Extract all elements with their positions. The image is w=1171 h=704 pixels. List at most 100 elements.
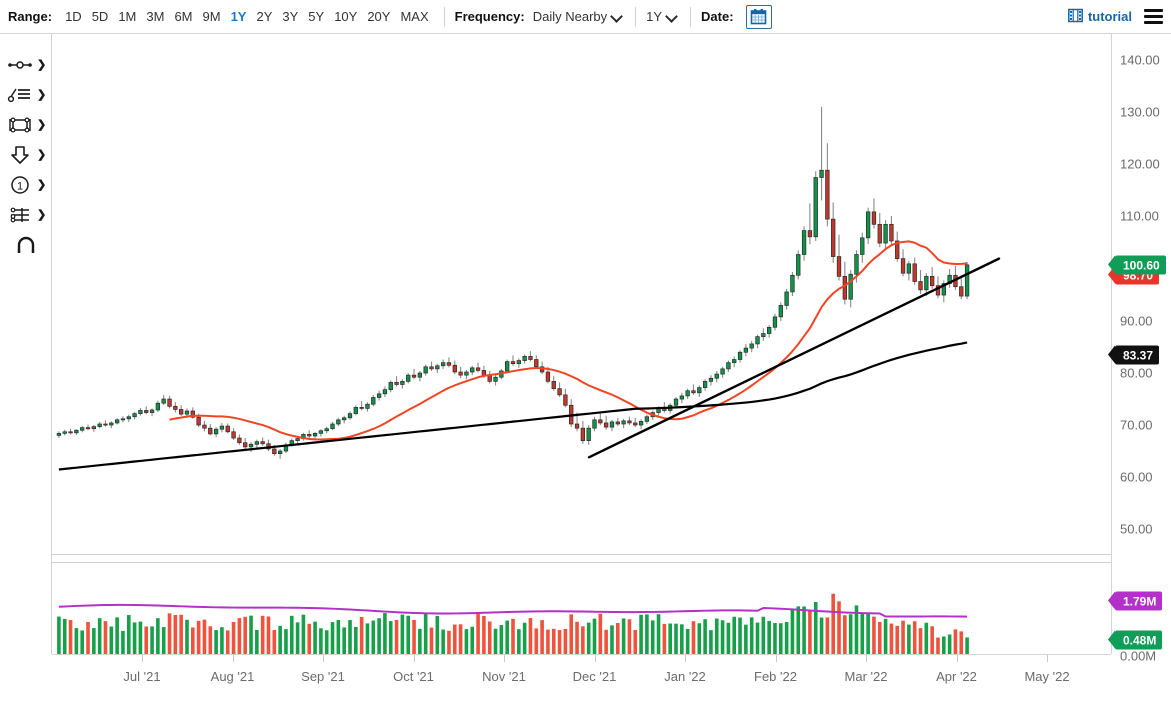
trendline-flyout-chevron-icon[interactable]: ❯ bbox=[37, 58, 47, 71]
date-tick: May '22 bbox=[1024, 669, 1070, 684]
date-gridline bbox=[413, 655, 415, 662]
range-button-9m[interactable]: 9M bbox=[198, 8, 226, 25]
date-label: Date: bbox=[701, 9, 734, 24]
date-gridline bbox=[323, 655, 324, 662]
toolbar-divider-1 bbox=[443, 6, 445, 27]
calendar-icon[interactable] bbox=[745, 4, 772, 29]
price-tick: 140.00 bbox=[1120, 52, 1160, 68]
chart-toolbar: Range: 1D 5D 1M 3M 6M 9M 1Y 2Y 3Y 5Y 10Y 20Y MAX Fre… bbox=[0, 0, 1171, 34]
date-gridline bbox=[775, 655, 777, 662]
label-tool[interactable]: 1 ❯ bbox=[0, 170, 51, 200]
down-arrow-icon bbox=[6, 144, 34, 166]
range-button-max[interactable]: MAX bbox=[395, 8, 433, 25]
frequency-chevron-down-icon[interactable] bbox=[612, 11, 623, 22]
annotation-tool[interactable]: ❯ bbox=[0, 80, 51, 110]
hamburger-menu-icon[interactable] bbox=[1144, 9, 1163, 24]
price-pane[interactable] bbox=[52, 34, 1111, 555]
date-tick: Aug '21 bbox=[210, 669, 255, 684]
toolbar-divider-3 bbox=[690, 6, 692, 27]
period-value[interactable]: 1Y bbox=[646, 9, 663, 24]
frequency-value[interactable]: Daily Nearby bbox=[532, 9, 608, 24]
date-tick: Apr '22 bbox=[936, 669, 977, 684]
date-gridline bbox=[956, 655, 958, 662]
fibonacci-flyout-chevron-icon[interactable]: ❯ bbox=[37, 208, 47, 221]
range-button-5y[interactable]: 5Y bbox=[303, 8, 329, 25]
date-gridline bbox=[866, 655, 867, 662]
magnet-icon bbox=[12, 234, 40, 256]
moving-average-flag: 83.37 bbox=[1107, 345, 1160, 365]
moving-average-flag-value: 83.37 bbox=[1123, 348, 1154, 363]
price-tick: 130.00 bbox=[1120, 104, 1160, 120]
last-price-flag-value: 100.60 bbox=[1123, 258, 1160, 273]
range-button-20y[interactable]: 20Y bbox=[362, 8, 395, 25]
magnet-tool[interactable] bbox=[0, 230, 51, 260]
trendline-tool[interactable]: ❯ bbox=[0, 50, 51, 80]
date-gridline bbox=[504, 655, 505, 662]
svg-text:1: 1 bbox=[17, 181, 23, 193]
open-interest-flag: 1.79M bbox=[1107, 591, 1163, 611]
range-button-3y[interactable]: 3Y bbox=[277, 8, 303, 25]
volume-zero-tick: 0.00M bbox=[1120, 648, 1157, 664]
axis-corner bbox=[0, 654, 52, 704]
volume-chart[interactable] bbox=[52, 563, 1111, 654]
range-button-2y[interactable]: 2Y bbox=[251, 8, 277, 25]
annotation-flyout-chevron-icon[interactable]: ❯ bbox=[37, 88, 47, 101]
range-label: Range: bbox=[8, 9, 53, 24]
frequency-label: Frequency: bbox=[454, 9, 525, 24]
range-button-1m[interactable]: 1M bbox=[113, 8, 141, 25]
date-gridline bbox=[685, 655, 686, 662]
date-tick: Jan '22 bbox=[664, 669, 706, 684]
range-button-6m[interactable]: 6M bbox=[169, 8, 197, 25]
price-tick: 120.00 bbox=[1120, 156, 1160, 172]
volume-flag-value: 0.48M bbox=[1123, 633, 1157, 647]
film-icon bbox=[1067, 8, 1083, 26]
range-button-1d[interactable]: 1D bbox=[60, 8, 87, 25]
date-tick: Sep '21 bbox=[301, 669, 345, 684]
price-tick: 80.00 bbox=[1120, 365, 1153, 381]
arrow-flyout-chevron-icon[interactable]: ❯ bbox=[37, 148, 47, 161]
text-lines-icon bbox=[6, 84, 34, 106]
date-tick: Oct '21 bbox=[393, 669, 434, 684]
range-button-3m[interactable]: 3M bbox=[141, 8, 169, 25]
price-tick: 110.00 bbox=[1120, 208, 1159, 224]
line-segment-icon bbox=[6, 54, 34, 76]
toolbar-divider-2 bbox=[635, 6, 637, 27]
label-flyout-chevron-icon[interactable]: ❯ bbox=[37, 178, 47, 191]
date-gridline bbox=[594, 655, 596, 662]
price-axis[interactable]: 140.00 130.00 120.00 110.00 90.00 80.00 70.00 6… bbox=[1107, 34, 1171, 664]
range-selector-group: 1D 5D 1M 3M 6M 9M 1Y 2Y 3Y 5Y 10Y 20Y MAX bbox=[60, 8, 434, 25]
range-button-5d[interactable]: 5D bbox=[87, 8, 114, 25]
tutorial-label: tutorial bbox=[1087, 9, 1132, 24]
date-tick: Mar '22 bbox=[844, 669, 888, 684]
candlestick-chart[interactable] bbox=[52, 34, 1111, 554]
date-tick: Feb '22 bbox=[754, 669, 797, 684]
arrow-tool[interactable]: ❯ bbox=[0, 140, 51, 170]
price-tick: 60.00 bbox=[1120, 469, 1153, 485]
numbered-circle-icon: 1 bbox=[6, 174, 34, 196]
date-gridline bbox=[1047, 655, 1048, 662]
price-tick: 50.00 bbox=[1120, 521, 1153, 537]
range-button-1y[interactable]: 1Y bbox=[226, 8, 252, 25]
price-tick: 70.00 bbox=[1120, 417, 1153, 433]
shape-tool[interactable]: ❯ bbox=[0, 110, 51, 140]
date-gridline bbox=[142, 655, 143, 662]
chart-plot-area[interactable] bbox=[52, 34, 1111, 654]
last-price-flag: 100.60 bbox=[1108, 255, 1166, 275]
date-gridline bbox=[232, 655, 234, 662]
shape-flyout-chevron-icon[interactable]: ❯ bbox=[37, 118, 47, 131]
range-button-10y[interactable]: 10Y bbox=[329, 8, 362, 25]
volume-flag: 0.48M bbox=[1107, 630, 1163, 650]
price-tick: 90.00 bbox=[1120, 313, 1153, 328]
rectangle-nodes-icon bbox=[6, 114, 34, 136]
date-tick: Nov '21 bbox=[482, 669, 526, 684]
volume-pane[interactable] bbox=[52, 562, 1111, 654]
date-tick: Jul '21 bbox=[123, 669, 161, 684]
period-chevron-down-icon[interactable] bbox=[667, 11, 678, 22]
date-axis[interactable]: Jul '21 Aug '21 Sep '21 Oct '21 Nov '21 Dec '… bbox=[52, 654, 1111, 704]
fibonacci-tool[interactable]: ❯ bbox=[0, 200, 51, 230]
date-tick: Dec '21 bbox=[572, 669, 617, 684]
levels-icon bbox=[6, 204, 34, 226]
tutorial-link[interactable]: tutorial bbox=[1067, 8, 1132, 26]
drawing-tools-sidebar: ❯ ❯ bbox=[0, 34, 52, 654]
